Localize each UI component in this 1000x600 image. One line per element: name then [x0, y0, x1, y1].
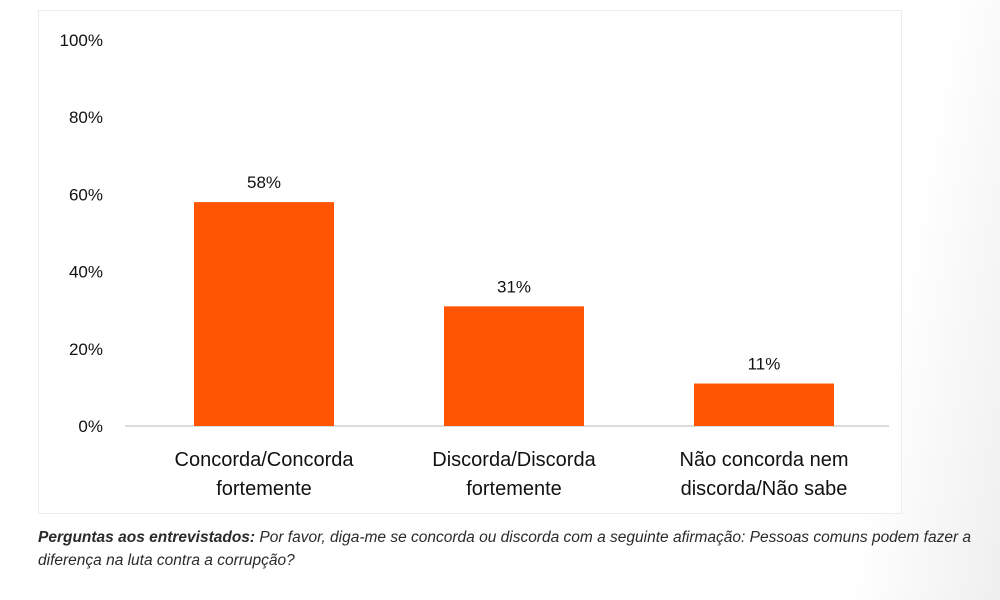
category-labels: Concorda/Concorda fortementeDiscorda/Disc… — [175, 449, 849, 500]
footnote: Perguntas aos entrevistados: Por favor, … — [38, 526, 978, 572]
data-label: 31% — [497, 277, 531, 296]
bar — [694, 383, 834, 426]
y-tick-label: 60% — [69, 185, 103, 204]
data-labels: 58% 31% 11% — [247, 173, 780, 373]
bar — [194, 202, 334, 426]
x-category-label-line: fortemente — [466, 478, 562, 500]
x-category-label: Não concorda nem discorda/Não sabe — [680, 449, 849, 500]
data-label: 58% — [247, 173, 281, 192]
y-tick-label: 100% — [60, 31, 103, 50]
x-category-label-line: Discorda/Discorda — [432, 449, 596, 471]
x-category-label-line: Não concorda nem — [680, 449, 849, 471]
x-category-label-line: Concorda/Concorda — [175, 449, 355, 471]
footnote-lead: Perguntas aos entrevistados: — [38, 529, 256, 546]
y-axis-ticks: 0% 20% 40% 60% 80% 100% — [60, 31, 103, 436]
y-tick-label: 20% — [69, 340, 103, 359]
y-tick-label: 80% — [69, 108, 103, 127]
y-tick-label: 40% — [69, 263, 103, 282]
data-label: 11% — [748, 355, 781, 374]
bar-chart: 0% 20% 40% 60% 80% 100% 58% 31% 11% Concorda/Co… — [60, 31, 889, 500]
x-category-label: Concorda/Concorda fortemente — [175, 449, 355, 500]
footnote-text: Por favor, diga-me se concorda ou discor… — [38, 529, 972, 569]
bar — [444, 306, 584, 426]
x-category-label: Discorda/Discorda fortemente — [432, 449, 596, 500]
x-category-label-line: discorda/Não sabe — [681, 478, 848, 500]
y-tick-label: 0% — [78, 417, 103, 436]
bars — [194, 202, 834, 426]
x-category-label-line: fortemente — [216, 478, 312, 500]
chart-card: 0% 20% 40% 60% 80% 100% 58% 31% 11% Concorda/Co… — [38, 10, 902, 514]
